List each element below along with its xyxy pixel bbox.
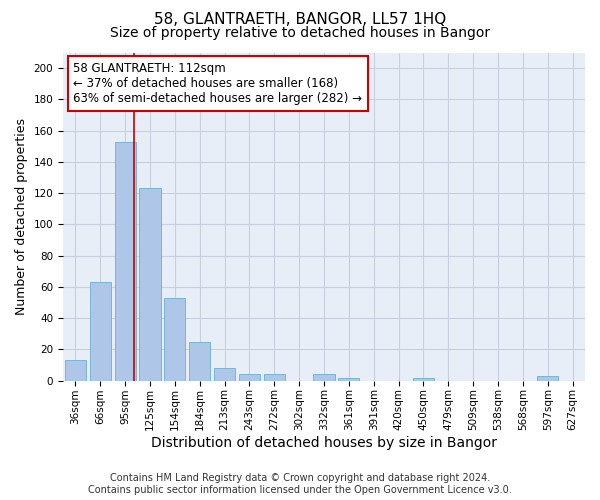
- Text: Size of property relative to detached houses in Bangor: Size of property relative to detached ho…: [110, 26, 490, 40]
- Text: 58, GLANTRAETH, BANGOR, LL57 1HQ: 58, GLANTRAETH, BANGOR, LL57 1HQ: [154, 12, 446, 28]
- Text: 58 GLANTRAETH: 112sqm
← 37% of detached houses are smaller (168)
63% of semi-det: 58 GLANTRAETH: 112sqm ← 37% of detached …: [73, 62, 362, 106]
- Bar: [239, 374, 260, 380]
- Bar: [90, 282, 111, 380]
- Y-axis label: Number of detached properties: Number of detached properties: [15, 118, 28, 315]
- Bar: [65, 360, 86, 380]
- Bar: [189, 342, 210, 380]
- Bar: [115, 142, 136, 380]
- Bar: [164, 298, 185, 380]
- Text: Contains HM Land Registry data © Crown copyright and database right 2024.
Contai: Contains HM Land Registry data © Crown c…: [88, 474, 512, 495]
- Bar: [338, 378, 359, 380]
- Bar: [139, 188, 161, 380]
- X-axis label: Distribution of detached houses by size in Bangor: Distribution of detached houses by size …: [151, 436, 497, 450]
- Bar: [413, 378, 434, 380]
- Bar: [313, 374, 335, 380]
- Bar: [214, 368, 235, 380]
- Bar: [537, 376, 558, 380]
- Bar: [264, 374, 285, 380]
